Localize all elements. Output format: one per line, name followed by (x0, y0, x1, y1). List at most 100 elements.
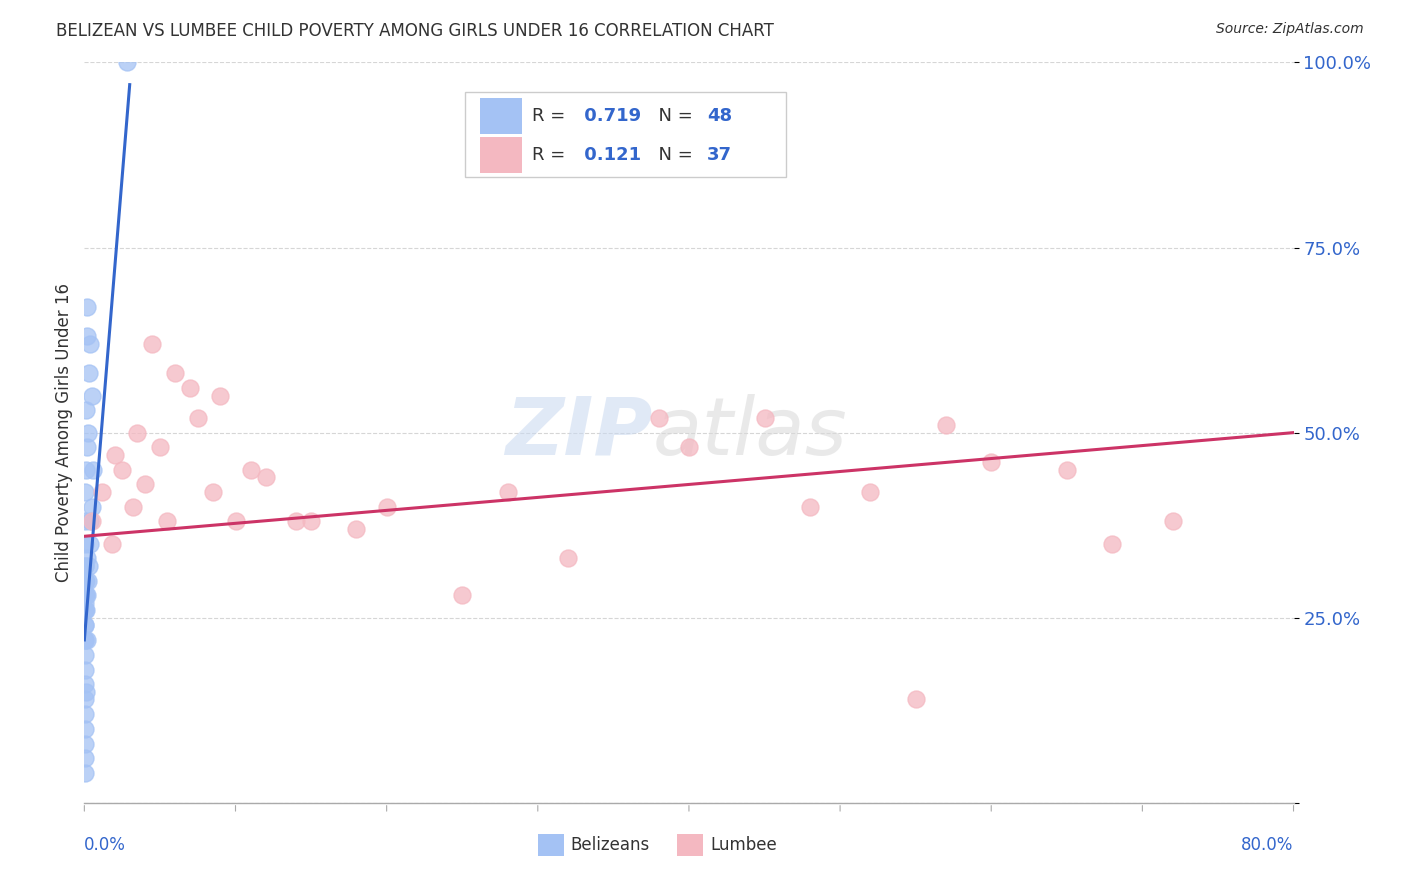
Point (451, 589, 474, 603)
Point (80, 388, 103, 402)
Point (75, 648, 97, 662)
Point (77, 558, 100, 573)
Text: 37: 37 (707, 146, 733, 164)
Point (75, 589, 97, 603)
Text: 48: 48 (707, 107, 733, 125)
Text: BELIZEAN VS LUMBEE CHILD POVERTY AMONG GIRLS UNDER 16 CORRELATION CHART: BELIZEAN VS LUMBEE CHILD POVERTY AMONG G… (56, 22, 775, 40)
Point (73, 632, 96, 647)
Point (73, 692, 96, 706)
Point (156, 515, 179, 529)
Point (201, 484, 224, 499)
Y-axis label: Child Poverty Among Girls Under 16: Child Poverty Among Girls Under 16 (55, 283, 73, 582)
Bar (676, 834, 703, 856)
Point (76, 551, 98, 566)
Point (254, 470, 277, 484)
Bar (479, 137, 522, 173)
Point (104, 448, 127, 462)
Point (75, 632, 97, 647)
Point (754, 410, 776, 425)
Point (73, 618, 96, 632)
Point (209, 388, 232, 402)
Point (73, 603, 96, 617)
Point (77, 574, 100, 588)
Point (73, 722, 96, 736)
Point (239, 462, 262, 476)
Point (80, 500, 103, 514)
Point (375, 500, 398, 514)
Point (75, 603, 97, 617)
Point (127, 425, 149, 440)
Point (121, 500, 143, 514)
Point (111, 462, 134, 476)
Point (648, 410, 671, 425)
Point (980, 455, 1002, 469)
Point (75, 484, 97, 499)
Point (73, 589, 96, 603)
Text: 0.121: 0.121 (578, 146, 641, 164)
Point (77, 367, 100, 381)
Point (79, 536, 101, 550)
Point (299, 515, 322, 529)
Text: ZIP: ZIP (505, 393, 652, 472)
Point (79, 515, 101, 529)
Point (76, 329, 98, 343)
Point (73, 751, 96, 765)
Point (1056, 462, 1078, 476)
Point (225, 515, 247, 529)
Point (799, 500, 821, 514)
Text: Belizeans: Belizeans (571, 836, 650, 854)
Point (75, 403, 97, 417)
Text: 80.0%: 80.0% (1241, 836, 1294, 855)
Point (285, 515, 308, 529)
Text: 0.0%: 0.0% (84, 836, 127, 855)
Point (73, 574, 96, 588)
Text: N =: N = (647, 146, 699, 164)
Point (141, 336, 163, 351)
Point (73, 558, 96, 573)
Point (73, 737, 96, 751)
Point (496, 484, 519, 499)
Point (73, 677, 96, 691)
Text: R =: R = (531, 146, 571, 164)
Point (75, 558, 97, 573)
Point (75, 462, 97, 476)
Point (149, 441, 172, 455)
Point (91, 484, 114, 499)
Point (75, 685, 97, 699)
Point (75, 574, 97, 588)
Point (76, 441, 98, 455)
Point (82, 462, 104, 476)
Point (73, 536, 96, 550)
Point (73, 706, 96, 721)
Point (678, 441, 700, 455)
Point (859, 484, 882, 499)
Point (77, 425, 100, 440)
Text: 0.719: 0.719 (578, 107, 641, 125)
Bar (479, 98, 522, 134)
Point (904, 692, 927, 706)
Point (76, 300, 98, 314)
Point (165, 367, 187, 381)
Point (179, 381, 201, 395)
Point (134, 477, 156, 491)
Point (557, 551, 579, 566)
Text: atlas: atlas (652, 393, 848, 472)
Text: Source: ZipAtlas.com: Source: ZipAtlas.com (1216, 22, 1364, 37)
Point (76, 632, 98, 647)
Point (75, 515, 97, 529)
Point (75, 618, 97, 632)
Point (115, 55, 138, 70)
Text: N =: N = (647, 107, 699, 125)
Point (73, 574, 96, 588)
Point (73, 589, 96, 603)
Point (75, 663, 97, 677)
Point (73, 596, 96, 610)
Text: Lumbee: Lumbee (710, 836, 778, 854)
Bar (538, 834, 564, 856)
Point (76, 589, 98, 603)
Point (1101, 536, 1123, 550)
Point (346, 522, 368, 536)
Point (1161, 515, 1184, 529)
Point (79, 336, 101, 351)
Point (80, 515, 103, 529)
